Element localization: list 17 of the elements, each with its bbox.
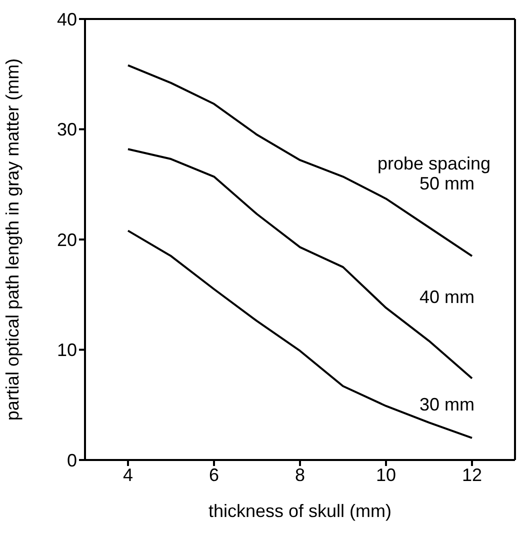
y-tick-label: 20 [56,230,77,250]
y-tick-label: 30 [56,120,77,140]
series-label: 40 mm [419,286,475,307]
x-tick-label: 6 [208,464,220,485]
x-tick-label: 8 [294,464,306,485]
x-axis-title: thickness of skull (mm) [208,501,392,521]
x-tick-label: 12 [462,464,482,485]
series-label: 50 mm [419,173,475,194]
series-label: 30 mm [419,394,475,415]
x-tick-label: 10 [376,464,396,485]
y-tick-label: 40 [56,9,77,30]
y-tick-label: 0 [66,450,77,470]
annotation: probe spacing [377,153,491,174]
line-series [127,230,473,439]
y-axis-title: partial optical path length in gray matter (mm) [2,58,22,421]
x-tick-label: 4 [122,464,134,485]
y-tick-label: 10 [56,340,77,360]
